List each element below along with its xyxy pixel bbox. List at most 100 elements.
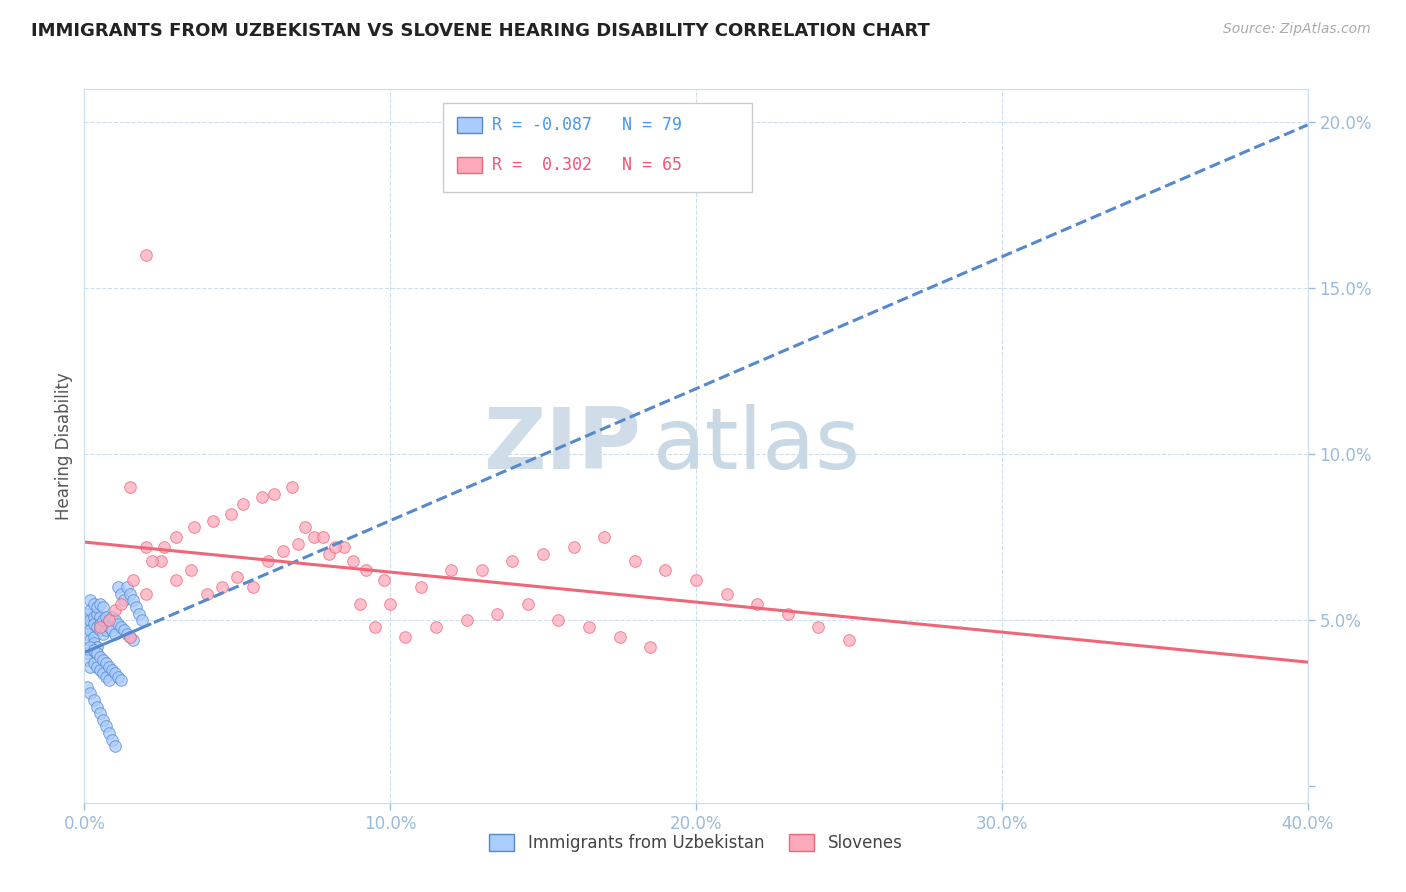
Text: Source: ZipAtlas.com: Source: ZipAtlas.com <box>1223 22 1371 37</box>
Point <box>195 587 218 601</box>
Point <box>263 487 285 501</box>
Point <box>94 610 117 624</box>
Point <box>110 597 132 611</box>
Point <box>97 613 120 627</box>
Point <box>97 659 120 673</box>
Point <box>101 610 124 624</box>
Point <box>716 587 738 601</box>
Point <box>101 663 124 677</box>
Point <box>79 613 101 627</box>
Point <box>122 574 145 588</box>
Point <box>79 593 101 607</box>
Point <box>79 624 101 638</box>
Point <box>104 739 127 754</box>
Legend: Immigrants from Uzbekistan, Slovenes: Immigrants from Uzbekistan, Slovenes <box>482 827 910 859</box>
Point <box>79 633 101 648</box>
Text: ZIP: ZIP <box>484 404 641 488</box>
Point <box>86 620 108 634</box>
Point <box>242 580 264 594</box>
Point <box>83 643 105 657</box>
Point <box>502 553 524 567</box>
Point <box>838 633 860 648</box>
Point <box>120 481 142 495</box>
Point <box>115 626 138 640</box>
Point <box>89 706 111 721</box>
Point <box>97 673 120 687</box>
Point <box>97 613 120 627</box>
Point <box>486 607 509 621</box>
Point <box>89 663 111 677</box>
Point <box>380 597 402 611</box>
Point <box>281 481 304 495</box>
Point <box>135 587 157 601</box>
Point <box>107 580 129 594</box>
Point <box>125 599 148 614</box>
Point <box>135 540 157 554</box>
Point <box>201 514 224 528</box>
Point <box>318 547 340 561</box>
Point <box>128 607 150 621</box>
Point <box>89 649 111 664</box>
Point <box>83 693 105 707</box>
Point <box>364 620 387 634</box>
Point <box>219 507 242 521</box>
Point <box>76 607 98 621</box>
Point <box>250 491 273 505</box>
Point <box>94 657 117 671</box>
Point <box>349 597 371 611</box>
Point <box>257 553 280 567</box>
Point <box>101 732 124 747</box>
Point <box>86 659 108 673</box>
Point <box>94 670 117 684</box>
Point <box>89 597 111 611</box>
Point <box>86 640 108 654</box>
Point <box>104 603 127 617</box>
Point <box>425 620 447 634</box>
Point <box>122 593 145 607</box>
Point <box>654 564 676 578</box>
Point <box>776 607 799 621</box>
Point <box>342 553 364 567</box>
Point <box>373 574 395 588</box>
Point <box>104 613 127 627</box>
Point <box>89 624 111 638</box>
Point <box>83 657 105 671</box>
Point <box>394 630 416 644</box>
Point <box>135 248 157 262</box>
Point <box>79 659 101 673</box>
Point <box>91 626 114 640</box>
Point <box>79 603 101 617</box>
Point <box>86 647 108 661</box>
Point <box>91 666 114 681</box>
Point <box>94 624 117 638</box>
Point <box>91 713 114 727</box>
Point <box>110 673 132 687</box>
Point <box>456 613 478 627</box>
Point <box>302 530 325 544</box>
Point <box>409 580 432 594</box>
Point <box>79 640 101 654</box>
Point <box>83 636 105 650</box>
Point <box>83 630 105 644</box>
Point <box>149 553 172 567</box>
Point <box>89 616 111 631</box>
Point <box>531 547 554 561</box>
Point <box>89 620 111 634</box>
Point <box>91 653 114 667</box>
Point <box>232 497 254 511</box>
Point <box>122 633 145 648</box>
Point <box>165 530 187 544</box>
Text: atlas: atlas <box>654 404 860 488</box>
Point <box>110 587 132 601</box>
Point <box>593 530 616 544</box>
Point <box>180 564 202 578</box>
Point <box>115 580 138 594</box>
Point <box>547 613 569 627</box>
Point <box>226 570 249 584</box>
Point <box>112 593 135 607</box>
Point <box>183 520 205 534</box>
Point <box>638 640 661 654</box>
Point <box>97 620 120 634</box>
Point <box>578 620 600 634</box>
Point <box>120 630 142 644</box>
